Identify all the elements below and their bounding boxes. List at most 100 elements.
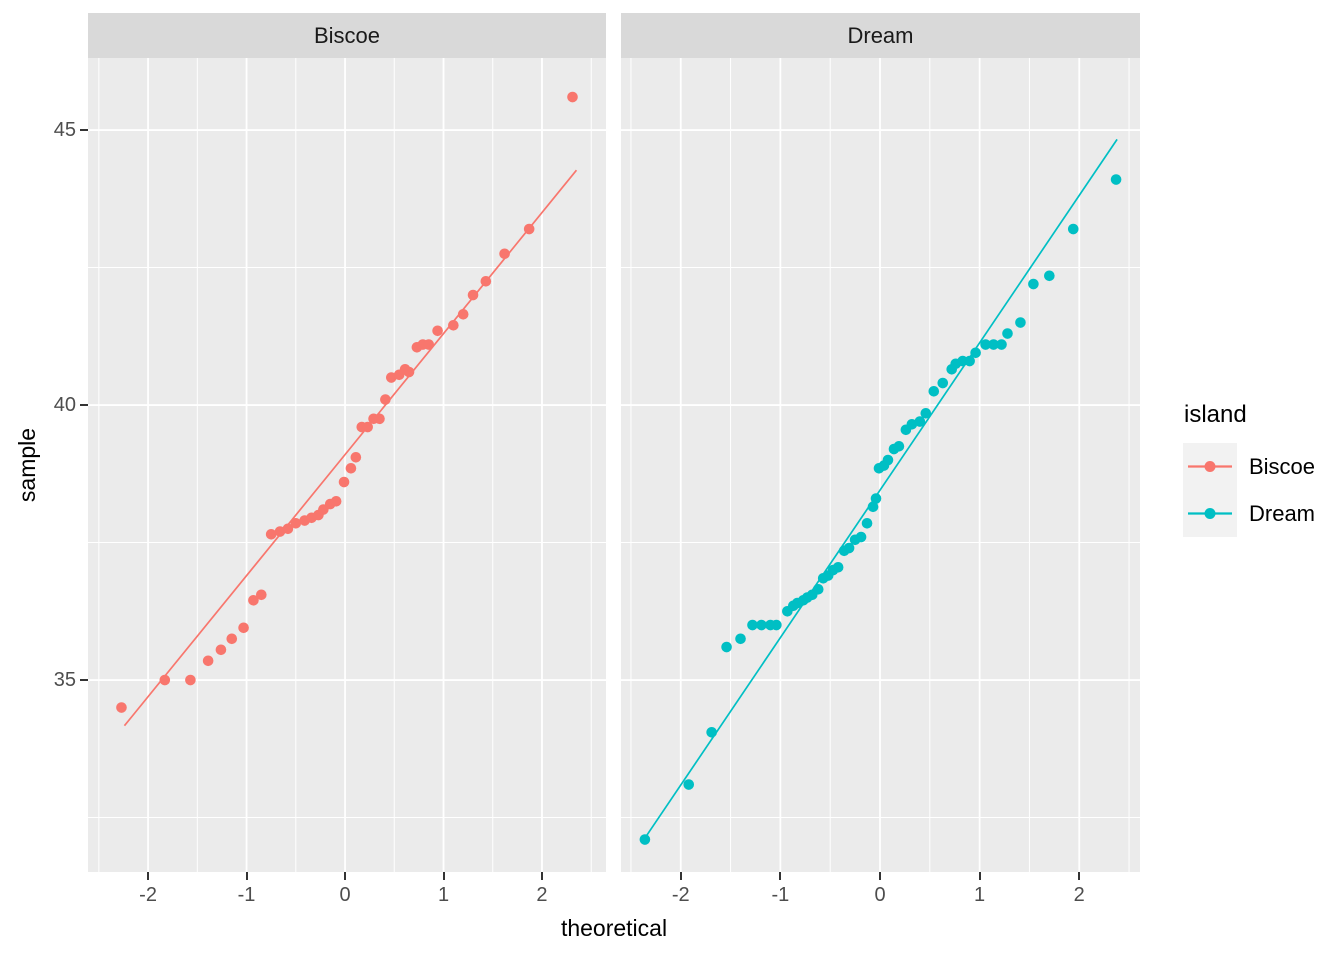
- data-point: [980, 339, 991, 350]
- data-point: [330, 496, 342, 507]
- x-tick-mark: [779, 872, 782, 880]
- data-point: [988, 339, 999, 350]
- x-tick-mark: [540, 872, 543, 880]
- data-point: [226, 633, 238, 645]
- x-tick-label: 0: [339, 884, 351, 906]
- data-point: [920, 408, 932, 419]
- qq-reference-line: [643, 138, 1118, 841]
- data-point: [1028, 278, 1039, 290]
- data-point: [467, 289, 479, 301]
- x-tick-label: -2: [139, 884, 157, 906]
- data-point: [832, 562, 844, 573]
- x-tick-label: 1: [437, 884, 450, 906]
- data-point: [448, 320, 459, 331]
- data-point: [380, 394, 391, 405]
- x-tick-label: 2: [1073, 884, 1085, 906]
- data-point: [882, 454, 894, 466]
- y-tick-mark: [80, 404, 88, 407]
- data-point: [639, 834, 651, 845]
- data-point: [1015, 317, 1026, 328]
- data-point: [867, 501, 879, 513]
- legend-key-dream-icon: [1183, 490, 1237, 537]
- x-tick-mark: [978, 872, 981, 880]
- x-tick-label: -1: [771, 884, 790, 906]
- data-point: [338, 476, 350, 488]
- data-point: [861, 518, 873, 529]
- legend-item-dream: Dream: [1183, 490, 1315, 537]
- legend-item-biscoe: Biscoe: [1183, 443, 1315, 490]
- y-tick-label: 35: [53, 669, 76, 692]
- data-point: [457, 309, 469, 320]
- data-point: [756, 619, 767, 631]
- data-point: [1110, 174, 1122, 185]
- x-tick-label: -1: [237, 884, 256, 906]
- data-point: [747, 619, 758, 631]
- data-point: [432, 325, 443, 337]
- data-point: [159, 674, 171, 686]
- x-tick-mark: [344, 872, 347, 880]
- data-point: [374, 413, 385, 425]
- data-point: [906, 419, 918, 430]
- data-point: [567, 91, 578, 103]
- data-point: [185, 674, 196, 686]
- legend: Biscoe Dream: [1183, 443, 1315, 537]
- x-tick-label: -2: [671, 884, 690, 906]
- data-point: [937, 377, 949, 389]
- data-point: [345, 463, 357, 474]
- data-point: [350, 452, 362, 463]
- data-point: [1002, 328, 1013, 339]
- data-point: [735, 633, 746, 645]
- data-point: [771, 619, 782, 631]
- data-point: [215, 644, 227, 656]
- data-point: [893, 441, 905, 452]
- x-tick-mark: [147, 872, 150, 880]
- y-tick-mark: [80, 129, 88, 132]
- data-point: [914, 416, 926, 427]
- facet-strip-biscoe: Biscoe: [88, 13, 606, 58]
- x-tick-label: 1: [974, 884, 986, 906]
- data-point: [290, 518, 302, 529]
- x-tick-label: 2: [536, 884, 548, 906]
- data-point: [970, 347, 981, 359]
- data-point: [706, 727, 717, 738]
- data-point: [964, 355, 975, 367]
- data-point: [423, 339, 435, 350]
- x-axis-title: theoretical: [560, 915, 668, 941]
- x-tick-mark: [1078, 872, 1081, 880]
- data-point: [362, 421, 373, 433]
- data-point: [1044, 270, 1055, 282]
- y-tick-mark: [80, 679, 88, 682]
- x-tick-mark: [879, 872, 881, 880]
- data-point: [523, 223, 535, 235]
- data-point: [116, 702, 127, 713]
- data-point: [238, 622, 249, 634]
- panel-biscoe: [88, 58, 606, 872]
- x-tick-mark: [245, 872, 248, 880]
- x-tick-label: 0: [874, 884, 886, 906]
- data-point: [265, 529, 277, 540]
- x-tick-mark: [442, 872, 445, 880]
- data-point: [928, 386, 940, 397]
- data-point: [855, 531, 867, 543]
- legend-key-point: [1204, 461, 1216, 472]
- y-tick-label: 45: [53, 119, 76, 142]
- legend-key-biscoe-icon: [1183, 443, 1237, 490]
- data-point: [870, 493, 882, 504]
- data-point: [1067, 223, 1079, 235]
- data-point: [721, 641, 732, 653]
- data-point: [248, 595, 259, 606]
- data-point: [499, 248, 510, 260]
- qq-reference-line: [123, 169, 578, 727]
- data-point: [996, 339, 1007, 350]
- legend-title: island: [1184, 401, 1247, 428]
- y-tick-label: 40: [53, 394, 76, 417]
- data-point: [843, 542, 855, 554]
- y-axis-title: sample: [13, 427, 40, 503]
- legend-key-point: [1204, 508, 1216, 519]
- facet-strip-label: Biscoe: [313, 22, 381, 48]
- data-point: [683, 779, 695, 790]
- legend-item-label: Biscoe: [1249, 453, 1316, 479]
- data-point: [403, 366, 415, 378]
- data-point: [202, 655, 214, 667]
